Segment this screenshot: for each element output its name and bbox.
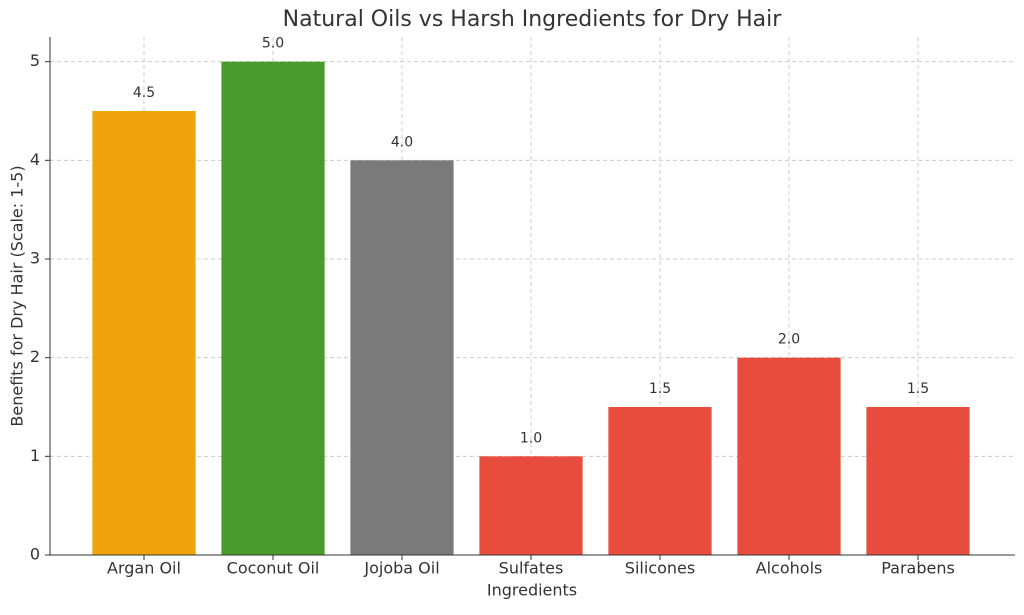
x-tick-label: Jojoba Oil bbox=[363, 559, 439, 578]
bar bbox=[221, 61, 325, 556]
y-tick-label: 5 bbox=[30, 51, 40, 70]
value-label: 5.0 bbox=[262, 36, 284, 52]
marks bbox=[92, 61, 970, 556]
value-label: 1.0 bbox=[520, 430, 542, 446]
value-label: 4.0 bbox=[391, 134, 413, 150]
y-tick-label: 4 bbox=[30, 150, 40, 169]
y-axis-label: Benefits for Dry Hair (Scale: 1-5) bbox=[8, 165, 27, 426]
x-tick-label: Coconut Oil bbox=[227, 559, 320, 578]
x-tick-label: Parabens bbox=[881, 559, 955, 578]
y-tick-label: 0 bbox=[30, 545, 40, 564]
value-label: 1.5 bbox=[649, 381, 671, 397]
bar bbox=[350, 160, 454, 556]
bar bbox=[737, 357, 841, 555]
y-tick-label: 1 bbox=[30, 446, 40, 465]
bar bbox=[479, 456, 583, 555]
y-tick-label: 2 bbox=[30, 347, 40, 366]
value-label: 4.5 bbox=[133, 85, 155, 101]
value-label: 2.0 bbox=[778, 332, 800, 348]
bar bbox=[866, 407, 970, 555]
x-tick-label: Sulfates bbox=[499, 559, 564, 578]
value-label: 1.5 bbox=[907, 381, 929, 397]
bar bbox=[608, 407, 712, 555]
x-tick-label: Alcohols bbox=[756, 559, 823, 578]
x-tick-label: Argan Oil bbox=[107, 559, 181, 578]
y-tick-label: 3 bbox=[30, 249, 40, 268]
chart-title: Natural Oils vs Harsh Ingredients for Dr… bbox=[283, 7, 783, 32]
bar bbox=[92, 111, 196, 555]
x-tick-label: Silicones bbox=[625, 559, 695, 578]
x-axis-label: Ingredients bbox=[487, 581, 577, 600]
